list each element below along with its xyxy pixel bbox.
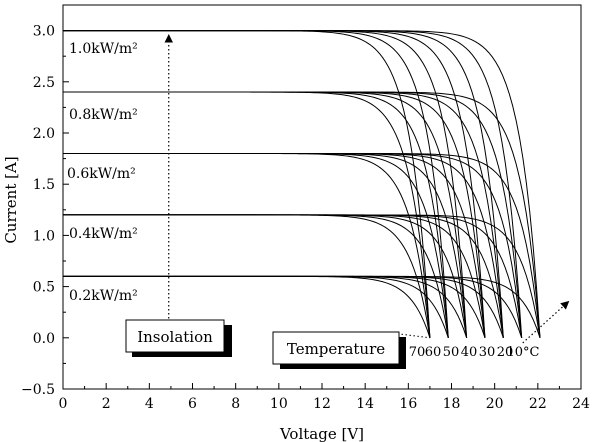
x-tick-label-6: 12 (313, 396, 331, 412)
temp-label-6: 10°C (507, 345, 540, 360)
temp-label-2: 50 (443, 345, 460, 360)
x-tick-label-4: 8 (231, 396, 240, 412)
y-tick-label-1: 0.0 (33, 331, 55, 347)
temp-label-1: 60 (425, 345, 442, 360)
curves (63, 30, 541, 338)
x-tick-label-5: 10 (270, 396, 288, 412)
temperature-leader (397, 333, 430, 339)
temperature-label: Temperature (287, 340, 385, 358)
temperature-arrow (522, 300, 570, 344)
y-tick-label-0: −0.5 (21, 382, 55, 398)
y-axis-title: Current [A] (2, 156, 20, 243)
iv-curve-g4-t2 (63, 275, 468, 338)
irradiance-label-3: 0.6kW/m² (67, 166, 136, 182)
iv-curve-g1-t6 (63, 91, 541, 338)
x-axis-title: Voltage [V] (279, 425, 364, 442)
temperature-box (272, 331, 400, 365)
y-tick-label-2: 0.5 (33, 280, 55, 296)
x-tick-label-2: 4 (145, 396, 154, 412)
irradiance-label-4: 0.4kW/m² (69, 226, 138, 242)
iv-curve-g0-t6 (63, 30, 541, 338)
temp-label-5: 20 (497, 345, 514, 360)
y-tick-label-5: 2.0 (33, 126, 55, 142)
x-tick-label-0: 0 (59, 396, 68, 412)
iv-curve-g3-t6 (63, 214, 541, 338)
temp-label-3: 40 (461, 345, 478, 360)
axes: 0 2 4 6 8 10 12 14 16 18 20 22 24−0.50.00.51.01.52.0… (21, 24, 590, 412)
iv-curve-g4-t0 (63, 275, 431, 338)
y-tick-label-3: 1.0 (33, 228, 55, 244)
y-tick-label-7: 3.0 (33, 24, 55, 40)
insolation-box (125, 319, 225, 353)
irradiance-label-5: 0.2kW/m² (69, 288, 138, 304)
x-tick-label-7: 14 (356, 396, 374, 412)
irradiance-label-2: 0.8kW/m² (69, 107, 138, 123)
temp-label-0: 70 (409, 345, 426, 360)
iv-curve-g2-t6 (63, 152, 541, 338)
x-tick-label-11: 22 (529, 396, 547, 412)
iv-curve-g4-t1 (63, 275, 449, 338)
x-tick-label-9: 18 (443, 396, 461, 412)
x-tick-label-12: 24 (572, 396, 590, 412)
x-tick-label-3: 6 (188, 396, 197, 412)
irradiance-label-1: 1.0kW/m² (69, 41, 138, 57)
iv-curve-g4-t6 (63, 275, 541, 338)
y-tick-label-6: 2.5 (33, 75, 55, 91)
y-tick-label-4: 1.5 (33, 177, 55, 193)
x-tick-label-8: 16 (399, 396, 417, 412)
x-tick-label-1: 2 (102, 396, 111, 412)
insolation-label: Insolation (137, 328, 213, 346)
x-tick-label-10: 20 (486, 396, 504, 412)
temp-label-4: 30 (479, 345, 496, 360)
